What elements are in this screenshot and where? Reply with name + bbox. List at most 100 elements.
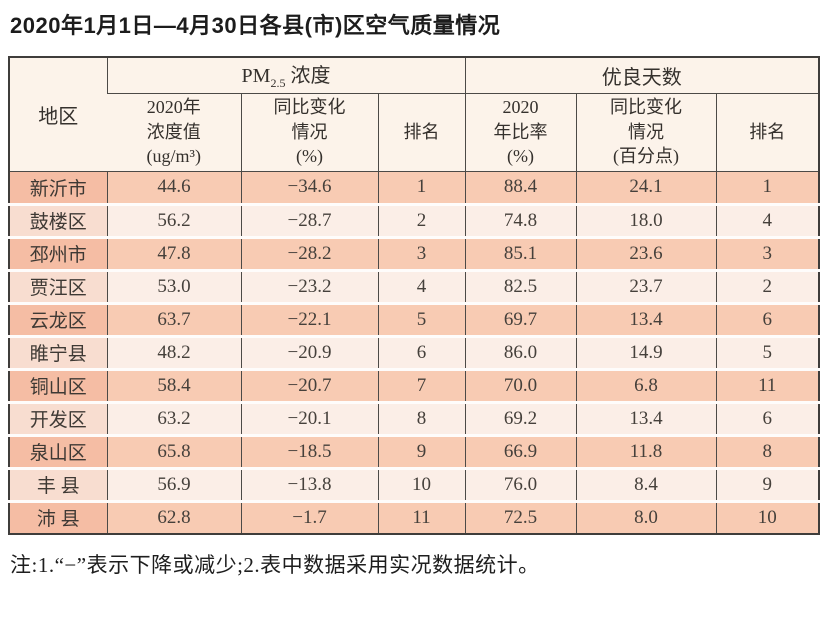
pm-change-cell: −20.1 [240,402,378,437]
pm-change-line1: 同比变化 [273,96,346,117]
good-ratio-cell: 70.0 [464,369,577,404]
region-cell: 沛 县 [9,501,107,534]
good-change-cell: 14.9 [575,336,717,371]
pm-change-cell: −23.2 [240,270,378,305]
good-change-cell: 6.8 [575,369,717,404]
region-cell: 邳州市 [9,237,107,272]
good-rank-cell: 10 [715,501,820,534]
good-change-cell: 18.0 [575,204,717,239]
good-ratio-line3: (%) [507,146,534,167]
footnote: 注:1.“−”表示下降或减少;2.表中数据采用实况数据统计。 [10,553,540,577]
region-cell: 开发区 [9,402,107,437]
region-cell: 新沂市 [9,171,107,206]
good-rank-cell: 4 [715,204,820,239]
region-cell: 云龙区 [9,303,107,338]
pm-value-cell: 56.2 [106,204,241,239]
pm-value-cell: 48.2 [106,336,241,371]
pm-change-cell: −22.1 [240,303,378,338]
table-row: 睢宁县 48.2 −20.9 6 86.0 14.9 5 [9,336,820,371]
pm-change-cell: −13.8 [240,468,378,503]
pm-value-cell: 65.8 [106,435,241,470]
good-ratio-cell: 69.2 [464,402,577,437]
pm-value-cell: 63.2 [106,402,241,437]
good-change-line2: 情况 [628,121,665,142]
pm-value-cell: 53.0 [106,270,241,305]
good-ratio-cell: 69.7 [464,303,577,338]
pm-rank-cell: 6 [377,336,466,371]
good-ratio-cell: 74.8 [464,204,577,239]
region-cell: 贾汪区 [9,270,107,305]
region-cell: 铜山区 [9,369,107,404]
air-quality-table: 地区 PM2.5 浓度 优良天数 2020年 浓度值 (ug/m³) 同比变化 … [8,56,821,535]
good-ratio-cell: 88.4 [464,171,577,206]
pm-change-cell: −28.2 [240,237,378,272]
col-group-pm25: PM2.5 浓度 [106,57,466,94]
col-header-good-ratio: 2020 年比率 (%) [464,93,577,172]
table-body: 新沂市 44.6 −34.6 1 88.4 24.1 1 鼓楼区 56.2 −28.7 2 74.8 1… [9,171,820,534]
pm-rank-cell: 9 [377,435,466,470]
good-change-cell: 8.4 [575,468,717,503]
table-row: 邳州市 47.8 −28.2 3 85.1 23.6 3 [9,237,820,272]
pm-rank-cell: 4 [377,270,466,305]
good-change-cell: 13.4 [575,402,717,437]
pm-change-cell: −34.6 [240,171,378,206]
good-rank-cell: 5 [715,336,820,371]
pm-change-cell: −1.7 [240,501,378,534]
col-header-pm-rank: 排名 [377,93,466,172]
pm25-subscript: 2.5 [270,76,286,91]
good-rank-cell: 9 [715,468,820,503]
table-row: 泉山区 65.8 −18.5 9 66.9 11.8 8 [9,435,820,470]
good-rank-cell: 1 [715,171,820,206]
col-header-good-rank: 排名 [715,93,820,172]
col-header-pm-change: 同比变化 情况 (%) [240,93,378,172]
good-rank-cell: 6 [715,402,820,437]
pm-rank-cell: 7 [377,369,466,404]
pm-rank-cell: 11 [377,501,466,534]
good-change-cell: 13.4 [575,303,717,338]
header-group-row: 地区 PM2.5 浓度 优良天数 [9,57,820,172]
pm-value-line3: (ug/m³) [146,146,201,167]
good-ratio-cell: 72.5 [464,501,577,534]
pm-value-cell: 56.9 [106,468,241,503]
good-ratio-line1: 2020 [502,96,539,117]
good-rank-cell: 11 [715,369,820,404]
pm-value-cell: 62.8 [106,501,241,534]
good-ratio-line2: 年比率 [493,121,548,142]
region-cell: 丰 县 [9,468,107,503]
good-rank-cell: 8 [715,435,820,470]
table-row: 新沂市 44.6 −34.6 1 88.4 24.1 1 [9,171,820,206]
pm-change-cell: −18.5 [240,435,378,470]
header-sub-row: 2020年 浓度值 (ug/m³) 同比变化 情况 (%) 排名 2020 年比… [9,93,820,172]
good-ratio-cell: 66.9 [464,435,577,470]
pm-value-cell: 58.4 [106,369,241,404]
good-change-line3: (百分点) [613,146,680,167]
table-row: 沛 县 62.8 −1.7 11 72.5 8.0 10 [9,501,820,534]
table-row: 云龙区 63.7 −22.1 5 69.7 13.4 6 [9,303,820,338]
table-header: 地区 PM2.5 浓度 优良天数 2020年 浓度值 (ug/m³) 同比变化 … [9,57,820,172]
good-ratio-cell: 85.1 [464,237,577,272]
pm-rank-cell: 1 [377,171,466,206]
table-row: 开发区 63.2 −20.1 8 69.2 13.4 6 [9,402,820,437]
page-title: 2020年1月1日—4月30日各县(市)区空气质量情况 [10,13,501,38]
table-row: 铜山区 58.4 −20.7 7 70.0 6.8 11 [9,369,820,404]
good-change-cell: 23.6 [575,237,717,272]
col-header-region: 地区 [9,57,107,172]
pm-rank-cell: 10 [377,468,466,503]
good-change-cell: 8.0 [575,501,717,534]
pm-value-cell: 44.6 [106,171,241,206]
pm-change-cell: −20.7 [240,369,378,404]
good-change-cell: 23.7 [575,270,717,305]
table-row: 鼓楼区 56.2 −28.7 2 74.8 18.0 4 [9,204,820,239]
pm-value-line1: 2020年 [146,96,201,117]
pm25-rest: 浓度 [285,65,331,88]
pm-rank-cell: 2 [377,204,466,239]
pm-value-cell: 47.8 [106,237,241,272]
pm-change-line2: 情况 [291,121,328,142]
good-ratio-cell: 82.5 [464,270,577,305]
good-change-line1: 同比变化 [610,96,683,117]
pm-change-cell: −20.9 [240,336,378,371]
col-header-pm-value: 2020年 浓度值 (ug/m³) [107,93,241,172]
pm-rank-cell: 5 [377,303,466,338]
good-rank-cell: 3 [715,237,820,272]
